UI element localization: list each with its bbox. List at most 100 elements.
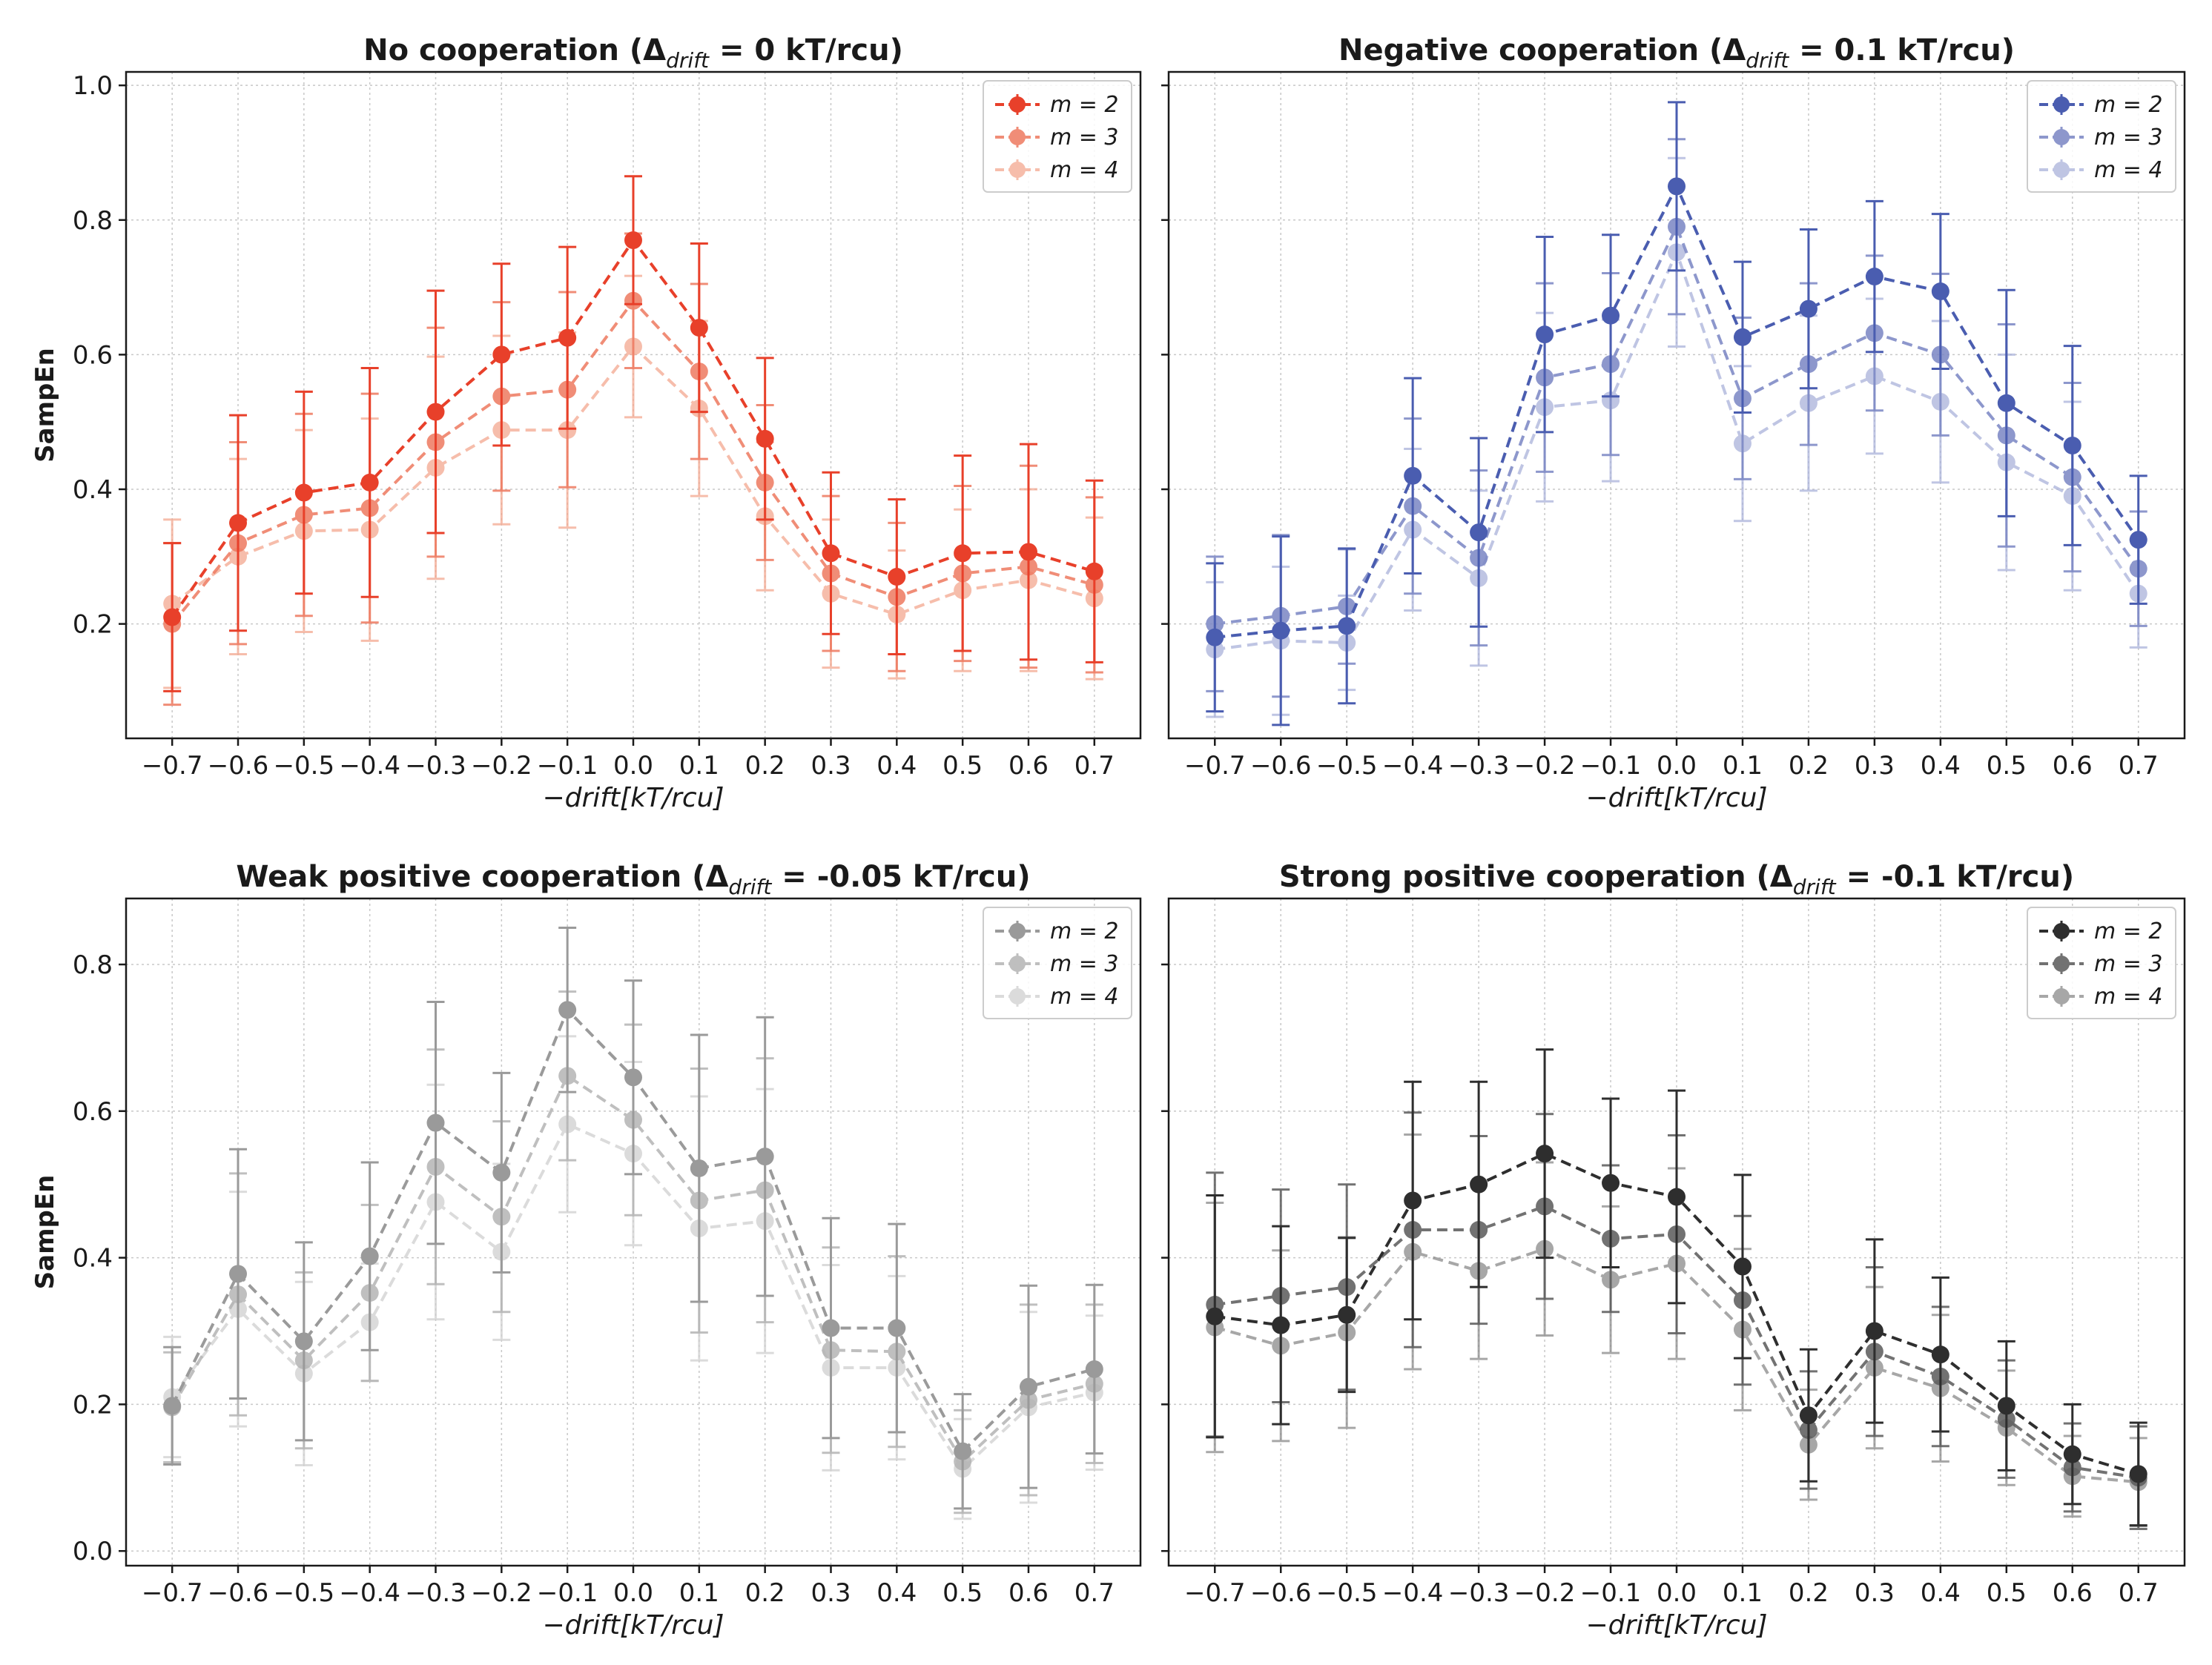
chart-title-subscript: drift [666, 48, 710, 73]
series-line [1214, 1247, 2139, 1484]
data-point [1602, 1174, 1620, 1192]
legend-marker [1009, 162, 1026, 178]
x-tick-label: −0.3 [1448, 751, 1510, 781]
x-tick-label: 0.7 [2119, 1578, 2159, 1608]
legend-label: m = 2 [2094, 92, 2163, 118]
data-point [1997, 1397, 2015, 1415]
legend-label: m = 3 [2094, 125, 2163, 150]
data-point [756, 1148, 774, 1166]
x-tick-label: 0.2 [745, 751, 785, 781]
series-1 [163, 927, 1103, 1510]
chart-panel-4: −0.7 −0.6 −0.5 −0.4 −0.3 −0.2 −0.1 0.0 0.1 0.2 0.3… [1161, 860, 2186, 1641]
chart-title-tail: = -0.05 kT/rcu) [771, 860, 1030, 894]
data-point [1404, 1191, 1422, 1210]
legend-label: m = 3 [1050, 125, 1119, 150]
data-point [1206, 628, 1224, 646]
data-point [1470, 1175, 1488, 1194]
data-point [888, 1319, 906, 1337]
chart-title: No cooperation (Δdrift = 0 kT/rcu) [363, 33, 903, 73]
x-tick-label: −0.7 [1184, 1578, 1246, 1608]
data-point [229, 514, 248, 532]
chart-title-subscript: drift [1793, 875, 1837, 899]
x-tick-label: −0.2 [1514, 751, 1576, 781]
legend-label: m = 4 [2094, 984, 2163, 1010]
chart-title: Negative cooperation (Δdrift = 0.1 kT/rc… [1338, 33, 2015, 73]
chart-title: Weak positive cooperation (Δdrift = -0.0… [236, 860, 1030, 899]
data-point [1019, 1377, 1037, 1396]
x-tick-label: −0.1 [1580, 751, 1642, 781]
legend: m = 2 m = 3 m = 4 [2027, 80, 2176, 193]
data-point [2063, 436, 2081, 454]
data-point [1931, 1345, 1949, 1364]
chart-title-main: No cooperation (Δ [363, 33, 666, 67]
legend-item-2 [2039, 953, 2084, 974]
series-1 [1206, 1048, 2147, 1527]
data-point [1799, 299, 1818, 318]
legend-marker [2053, 96, 2070, 113]
x-tick-label: 0.1 [679, 1578, 719, 1608]
data-point [426, 1113, 445, 1132]
data-point [1085, 1360, 1103, 1378]
data-point [1272, 621, 1290, 640]
x-tick-label: −0.1 [537, 751, 598, 781]
legend-marker [1009, 956, 1026, 972]
x-tick-label: −0.5 [1316, 1578, 1378, 1608]
data-point [1865, 268, 1883, 286]
legend-item-1 [2039, 921, 2084, 941]
legend-marker [2053, 162, 2070, 178]
x-tick-label: 0.1 [1723, 751, 1763, 781]
data-point [294, 1332, 313, 1351]
legend-marker [2053, 129, 2070, 145]
series-1 [163, 175, 1103, 692]
y-tick-label: 0.4 [73, 1244, 113, 1274]
x-tick-label: −0.5 [274, 1578, 335, 1608]
data-point [163, 608, 182, 626]
legend-item-3 [995, 159, 1040, 180]
x-axis-label: −drift[kT/rcu] [542, 1610, 724, 1641]
x-tick-label: 0.5 [942, 751, 983, 781]
chart-title-subscript: drift [1746, 48, 1789, 73]
y-tick-label: 0.6 [73, 1097, 113, 1127]
x-tick-label: 0.2 [745, 1578, 785, 1608]
chart-title-tail: = 0.1 kT/rcu) [1789, 33, 2015, 67]
data-point [1536, 1145, 1554, 1163]
data-point [229, 1265, 248, 1283]
y-tick-label: 0.6 [73, 340, 113, 370]
data-point [624, 1068, 642, 1087]
x-tick-label: −0.7 [1184, 751, 1246, 781]
x-tick-label: 0.1 [1723, 1578, 1763, 1608]
chart-title: Strong positive cooperation (Δdrift = -0… [1279, 860, 2074, 899]
x-tick-label: −0.4 [1382, 751, 1444, 781]
y-axis-label: SampEn [30, 1175, 60, 1290]
x-tick-label: 0.2 [1789, 1578, 1829, 1608]
x-tick-label: 0.7 [2119, 751, 2159, 781]
data-point [492, 345, 511, 364]
x-tick-label: 0.0 [613, 1578, 653, 1608]
x-tick-label: −0.1 [1580, 1578, 1642, 1608]
legend-marker [1009, 129, 1026, 145]
x-tick-label: 0.3 [1855, 1578, 1895, 1608]
x-tick-label: 0.6 [2053, 751, 2093, 781]
series-1 [1206, 101, 2147, 726]
legend-label: m = 4 [1050, 157, 1119, 183]
legend-item-1 [995, 921, 1040, 941]
x-tick-label: −0.7 [142, 1578, 203, 1608]
x-tick-label: 0.4 [1921, 1578, 1961, 1608]
legend-label: m = 2 [1050, 92, 1119, 118]
data-point [1799, 1406, 1818, 1425]
x-tick-label: 0.5 [942, 1578, 983, 1608]
y-tick-label: 0.2 [73, 610, 113, 640]
legend-marker [2053, 956, 2070, 972]
data-point [2129, 531, 2147, 549]
legend-item-1 [2039, 94, 2084, 115]
x-tick-label: 0.4 [1921, 751, 1961, 781]
data-point [1733, 1257, 1752, 1276]
data-point [1602, 306, 1620, 325]
x-tick-label: −0.2 [471, 751, 532, 781]
y-axis-label: SampEn [30, 348, 60, 463]
data-point [954, 544, 972, 563]
x-tick-label: 0.0 [1657, 1578, 1697, 1608]
data-point [690, 319, 708, 337]
x-tick-label: 0.7 [1074, 1578, 1115, 1608]
